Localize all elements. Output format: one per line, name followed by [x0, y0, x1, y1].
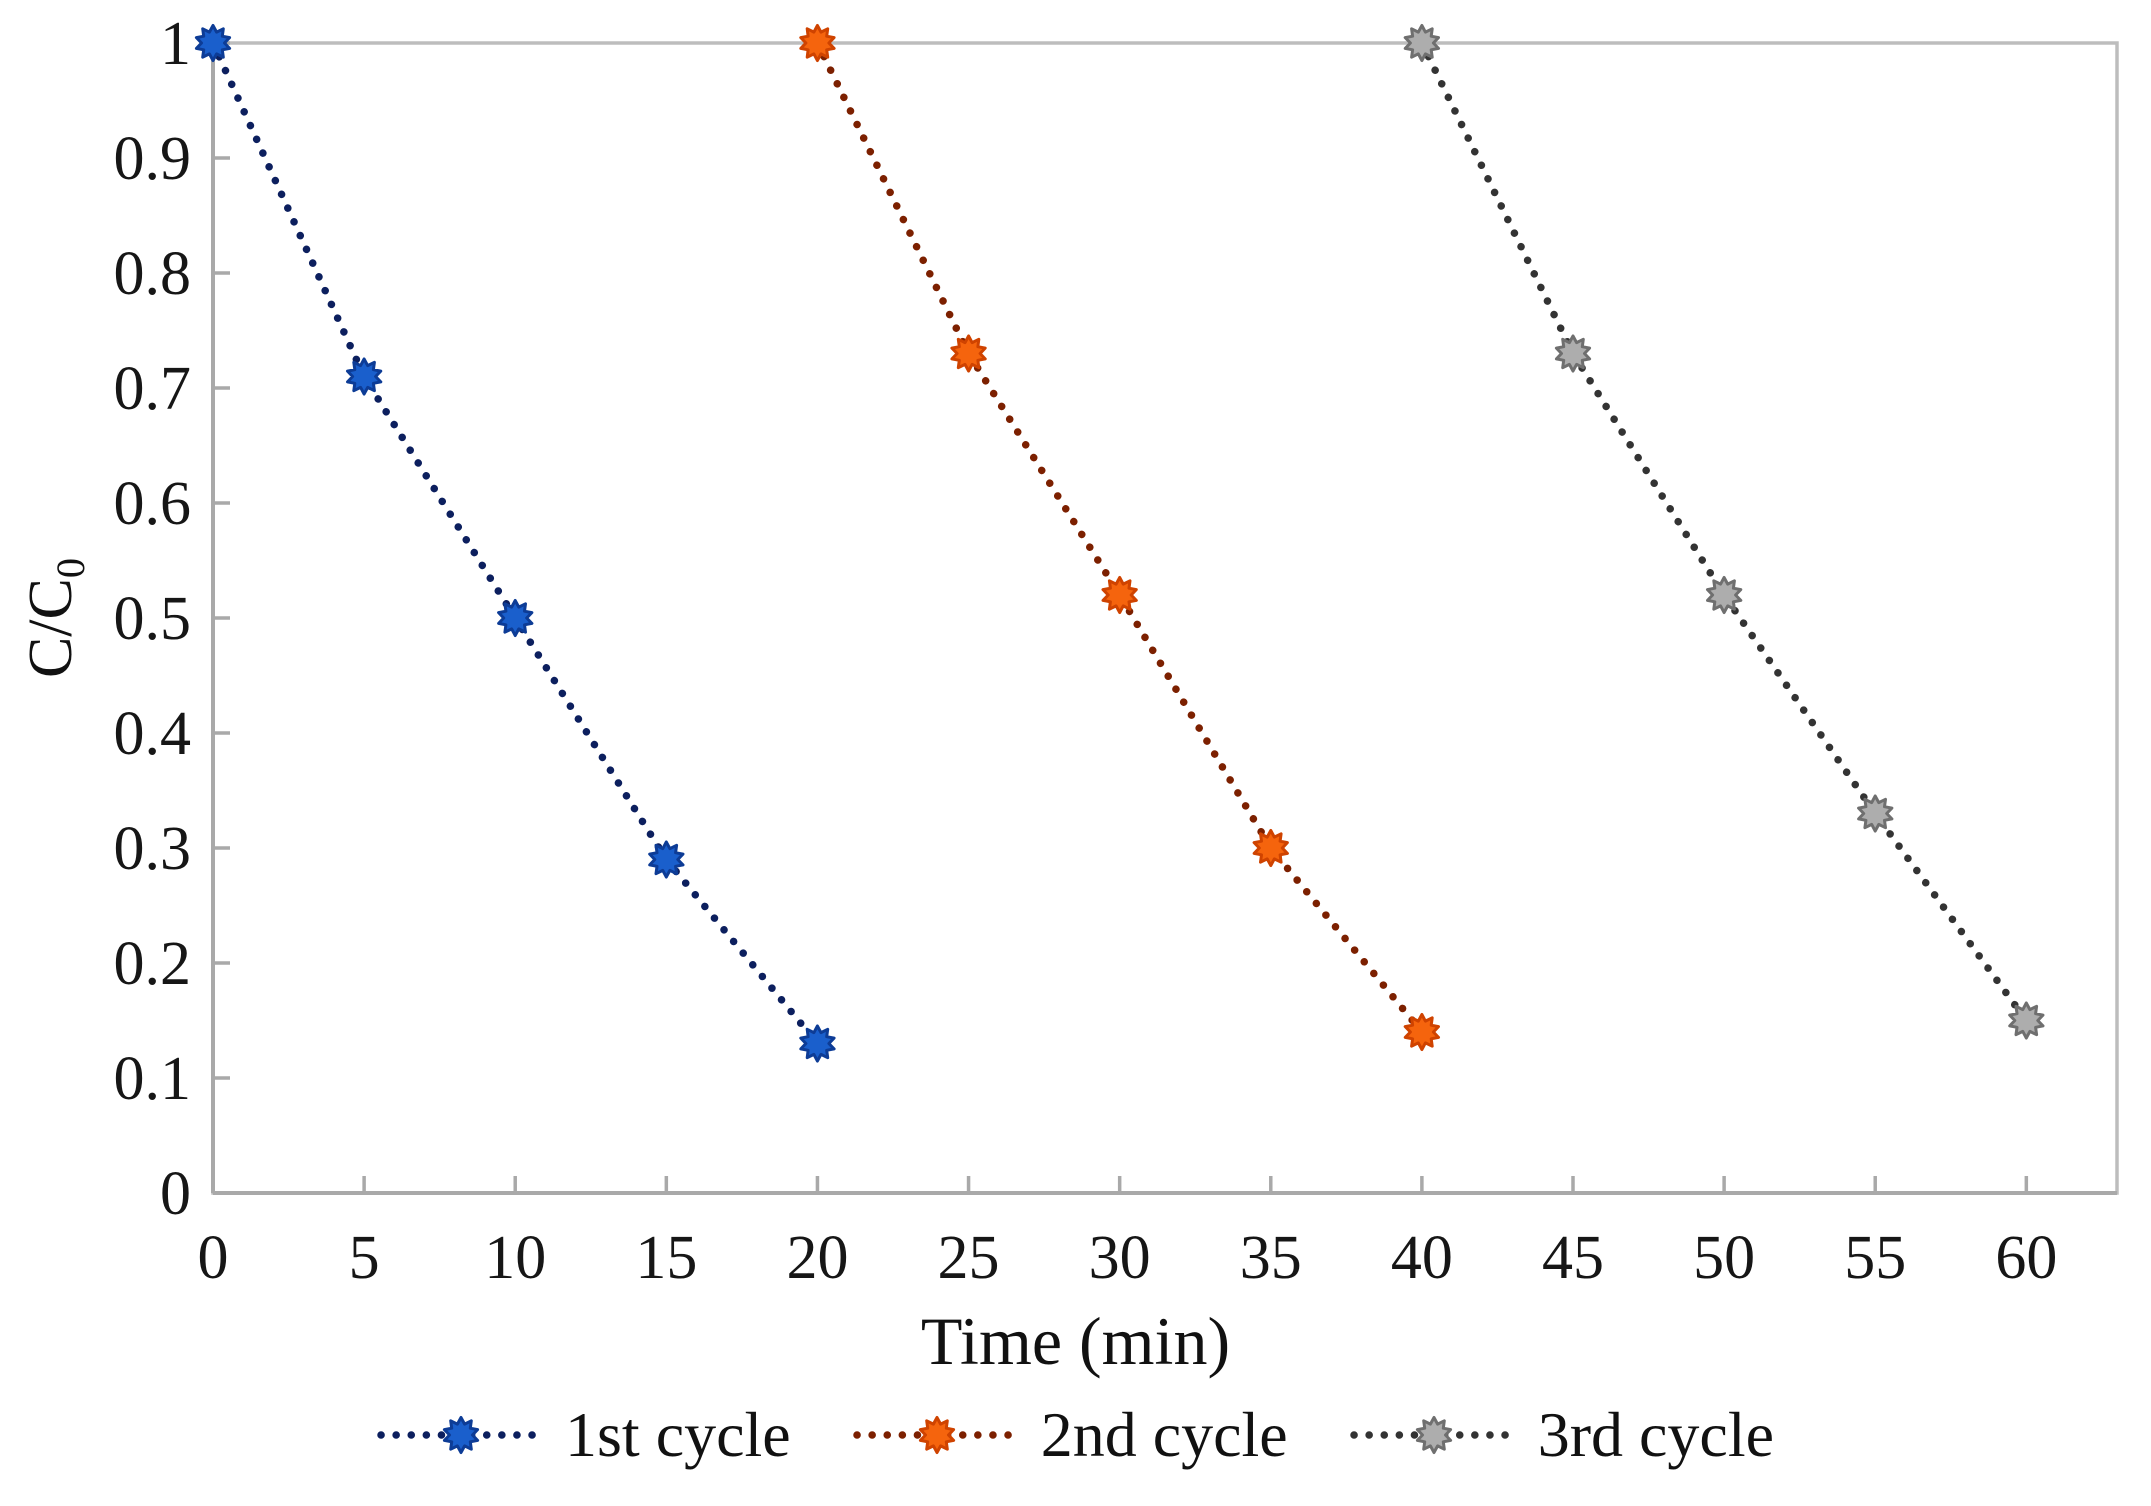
series-line-1 [209, 39, 822, 1048]
series-marker-3 [2008, 1001, 2045, 1040]
x-axis-title: Time (min) [920, 1303, 1231, 1379]
y-tick-label: 0.6 [114, 470, 192, 538]
y-tick-label: 0.9 [114, 125, 192, 193]
series-marker-1 [799, 1024, 836, 1063]
x-tick-label: 5 [349, 1224, 380, 1292]
x-tick-label: 30 [1089, 1224, 1151, 1292]
legend-label: 2nd cycle [1040, 1399, 1288, 1470]
x-tick-label: 60 [1995, 1224, 2057, 1292]
y-tick-label: 0.1 [114, 1045, 192, 1113]
x-tick-label: 35 [1240, 1224, 1302, 1292]
legend-label: 3rd cycle [1537, 1399, 1774, 1470]
series-marker-2 [799, 24, 836, 62]
series-marker-1 [497, 599, 534, 637]
series-marker-3 [1554, 334, 1592, 373]
series-marker-2 [950, 334, 987, 373]
x-tick-label: 50 [1693, 1224, 1755, 1292]
x-tick-label: 0 [198, 1224, 229, 1292]
y-tick-label: 0.4 [114, 700, 192, 768]
x-tick-label: 45 [1542, 1224, 1604, 1292]
x-tick-label: 55 [1844, 1224, 1906, 1292]
y-axis-title: C/C0 [16, 558, 94, 678]
x-tick-label: 15 [635, 1224, 697, 1292]
y-tick-label: 0.8 [114, 240, 192, 308]
legend-item-3: 3rd cycle [1349, 1398, 1774, 1472]
series-marker-2 [1252, 829, 1289, 867]
legend: 1st cycle 2nd cycle 3rd cycle [0, 1398, 2151, 1472]
y-tick-label: 1 [160, 10, 191, 78]
plot-frame [211, 41, 2119, 1195]
series-marker-2 [1101, 576, 1138, 614]
series-marker-3 [1857, 794, 1894, 833]
series-marker-1 [648, 840, 685, 879]
series-line-2 [813, 39, 1426, 1036]
x-tick-label: 10 [484, 1224, 546, 1292]
x-tick-label: 20 [786, 1224, 848, 1292]
y-axis-title-main: C/C [16, 578, 85, 679]
series-marker-1 [194, 24, 232, 62]
y-axis-title-sub: 0 [48, 557, 94, 579]
x-tick-label: 40 [1391, 1224, 1453, 1292]
legend-item-2: 2nd cycle [852, 1398, 1288, 1472]
y-tick-label: 0.2 [114, 930, 192, 998]
x-tick-label: 25 [938, 1224, 1000, 1292]
series-line-3 [1418, 39, 2031, 1025]
legend-label: 1st cycle [565, 1399, 791, 1470]
legend-marker-icon [852, 1416, 1021, 1454]
series-marker-3 [1403, 24, 1440, 62]
series-marker-2 [1403, 1013, 1440, 1051]
y-tick-label: 0.3 [114, 815, 192, 883]
y-tick-label: 0 [160, 1160, 191, 1228]
y-tick-label: 0.7 [114, 355, 192, 423]
legend-marker-icon [377, 1416, 545, 1454]
series-marker-3 [1706, 576, 1743, 614]
y-tick-label: 0.5 [114, 585, 192, 653]
legend-item-1: 1st cycle [377, 1398, 791, 1472]
legend-marker-icon [1349, 1416, 1518, 1454]
series-marker-1 [346, 357, 383, 396]
